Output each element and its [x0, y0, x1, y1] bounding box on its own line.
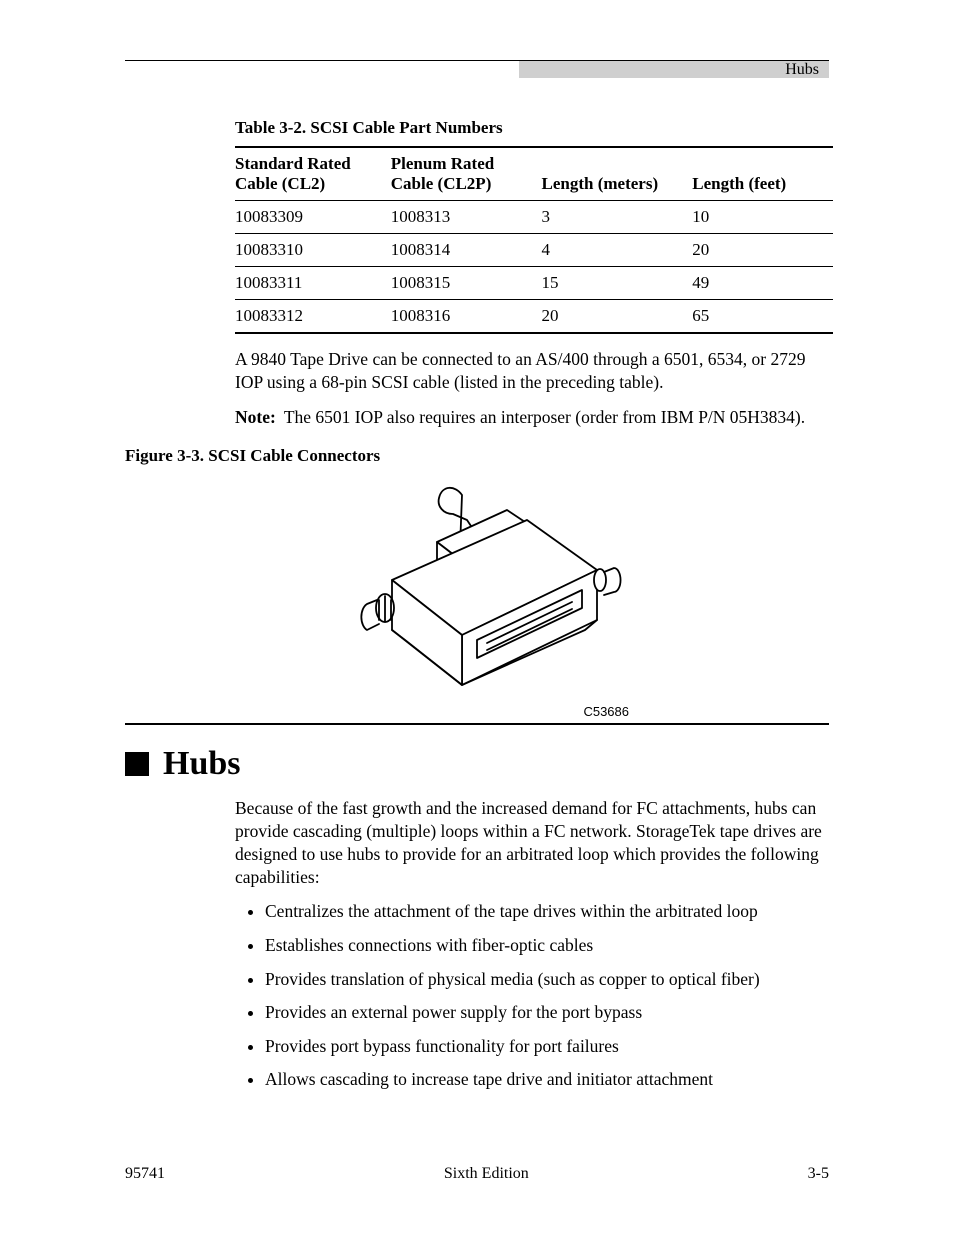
list-item: Centralizes the attachment of the tape d… — [265, 900, 815, 924]
table-header-row: Standard Rated Cable (CL2) Plenum Rated … — [235, 147, 833, 201]
paragraph-after-table: A 9840 Tape Drive can be connected to an… — [235, 348, 833, 394]
note-block: Note: The 6501 IOP also requires an inte… — [235, 406, 833, 429]
figure-caption: Figure 3-3. SCSI Cable Connectors — [125, 446, 829, 466]
figure-code-label: C53686 — [125, 704, 829, 719]
scsi-table: Standard Rated Cable (CL2) Plenum Rated … — [235, 146, 833, 334]
table-row: 10083312 1008316 20 65 — [235, 300, 833, 334]
list-item: Allows cascading to increase tape drive … — [265, 1068, 815, 1092]
list-item: Provides an external power supply for th… — [265, 1001, 815, 1025]
table-row: 10083311 1008315 15 49 — [235, 267, 833, 300]
footer-right: 3-5 — [808, 1165, 829, 1183]
section-heading-hubs: Hubs — [125, 745, 829, 783]
table-row: 10083309 1008313 3 10 — [235, 201, 833, 234]
page-footer: 95741 Sixth Edition 3-5 — [125, 1165, 829, 1183]
col-length-m: Length (meters) — [542, 147, 693, 201]
section-title: Hubs — [163, 745, 241, 783]
footer-left: 95741 — [125, 1165, 165, 1183]
capabilities-list: Centralizes the attachment of the tape d… — [235, 900, 815, 1092]
footer-center: Sixth Edition — [444, 1165, 529, 1183]
note-text: The 6501 IOP also requires an interposer… — [284, 406, 805, 429]
col-std-cl2: Standard Rated Cable (CL2) — [235, 147, 391, 201]
table-caption: Table 3-2. SCSI Cable Part Numbers — [235, 118, 829, 138]
section-intro: Because of the fast growth and the incre… — [235, 797, 833, 888]
list-item: Provides port bypass functionality for p… — [265, 1035, 815, 1059]
section-marker-icon — [125, 752, 149, 776]
list-item: Provides translation of physical media (… — [265, 968, 815, 992]
table-row: 10083310 1008314 4 20 — [235, 234, 833, 267]
col-length-ft: Length (feet) — [692, 147, 833, 201]
page-header: Hubs — [125, 60, 829, 78]
note-label: Note: — [235, 406, 276, 429]
col-plenum-cl2p: Plenum Rated Cable (CL2P) — [391, 147, 542, 201]
figure-scsi-connector: C53686 — [125, 474, 829, 725]
scsi-connector-icon — [327, 480, 627, 700]
list-item: Establishes connections with fiber-optic… — [265, 934, 815, 958]
header-section-label: Hubs — [785, 61, 829, 79]
